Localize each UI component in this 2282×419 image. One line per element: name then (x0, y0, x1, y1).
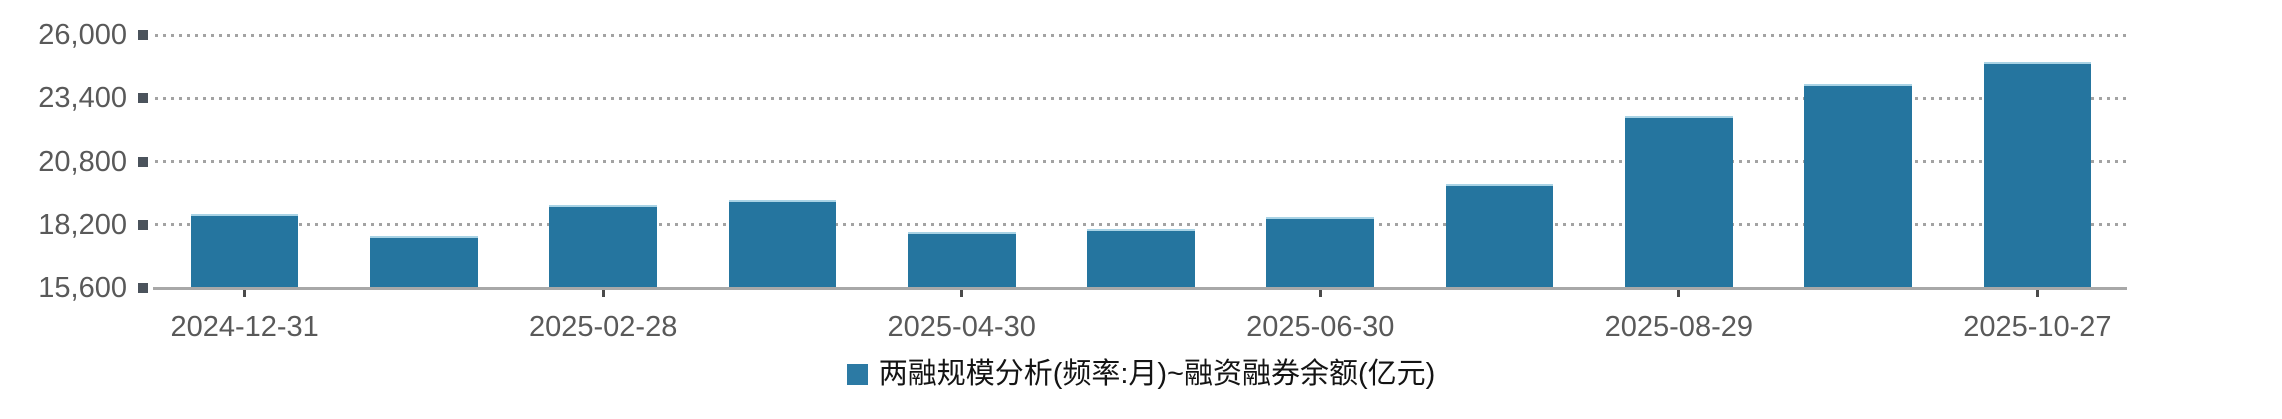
x-axis-line (153, 287, 2127, 290)
x-tick-mark (601, 290, 605, 297)
legend-label: 两融规模分析(频率:月)~融资融券余额(亿元) (878, 358, 1436, 390)
bar[interactable] (907, 232, 1016, 288)
y-tick-marker-icon (138, 156, 148, 167)
gridline (155, 160, 2127, 163)
legend[interactable]: 两融规模分析(频率:月)~融资融券余额(亿元) (0, 356, 2282, 392)
bar[interactable] (1983, 62, 2092, 288)
y-tick-marker-icon (138, 219, 148, 230)
gridline (155, 223, 2127, 227)
bar[interactable] (549, 205, 657, 288)
x-tick-mark (2035, 290, 2039, 297)
y-tick-marker-icon (138, 93, 148, 104)
x-tick-label: 2025-08-29 (1604, 311, 1753, 343)
y-tick-marker-icon (138, 283, 148, 293)
bar[interactable] (1445, 184, 1554, 288)
x-tick-label: 2024-12-31 (170, 311, 319, 343)
x-tick-mark (1677, 290, 1681, 297)
x-tick-label: 2025-02-28 (529, 311, 678, 343)
x-tick-mark (243, 290, 247, 297)
x-tick-mark (960, 290, 964, 297)
x-tick-label: 2025-10-27 (1963, 311, 2112, 343)
bar[interactable] (370, 236, 478, 288)
bar[interactable] (728, 199, 837, 288)
bar[interactable] (1625, 116, 1733, 288)
bar[interactable] (1804, 83, 1912, 288)
y-tick-label: 26,000 (38, 19, 127, 51)
gridline (155, 96, 2127, 100)
x-tick-label: 2025-06-30 (1246, 311, 1395, 343)
y-tick-label: 23,400 (38, 82, 127, 115)
x-tick-label: 2025-04-30 (887, 311, 1036, 343)
legend-swatch-icon (846, 363, 868, 385)
bar[interactable] (1266, 216, 1375, 288)
y-tick-label: 18,200 (38, 208, 127, 241)
y-tick-label: 20,800 (38, 145, 127, 178)
x-tick-mark (1318, 290, 1322, 297)
y-tick-label: 15,600 (38, 272, 127, 304)
bar[interactable] (1087, 229, 1195, 288)
y-tick-marker-icon (138, 30, 148, 40)
bar[interactable] (190, 213, 299, 288)
gridline (155, 33, 2127, 37)
